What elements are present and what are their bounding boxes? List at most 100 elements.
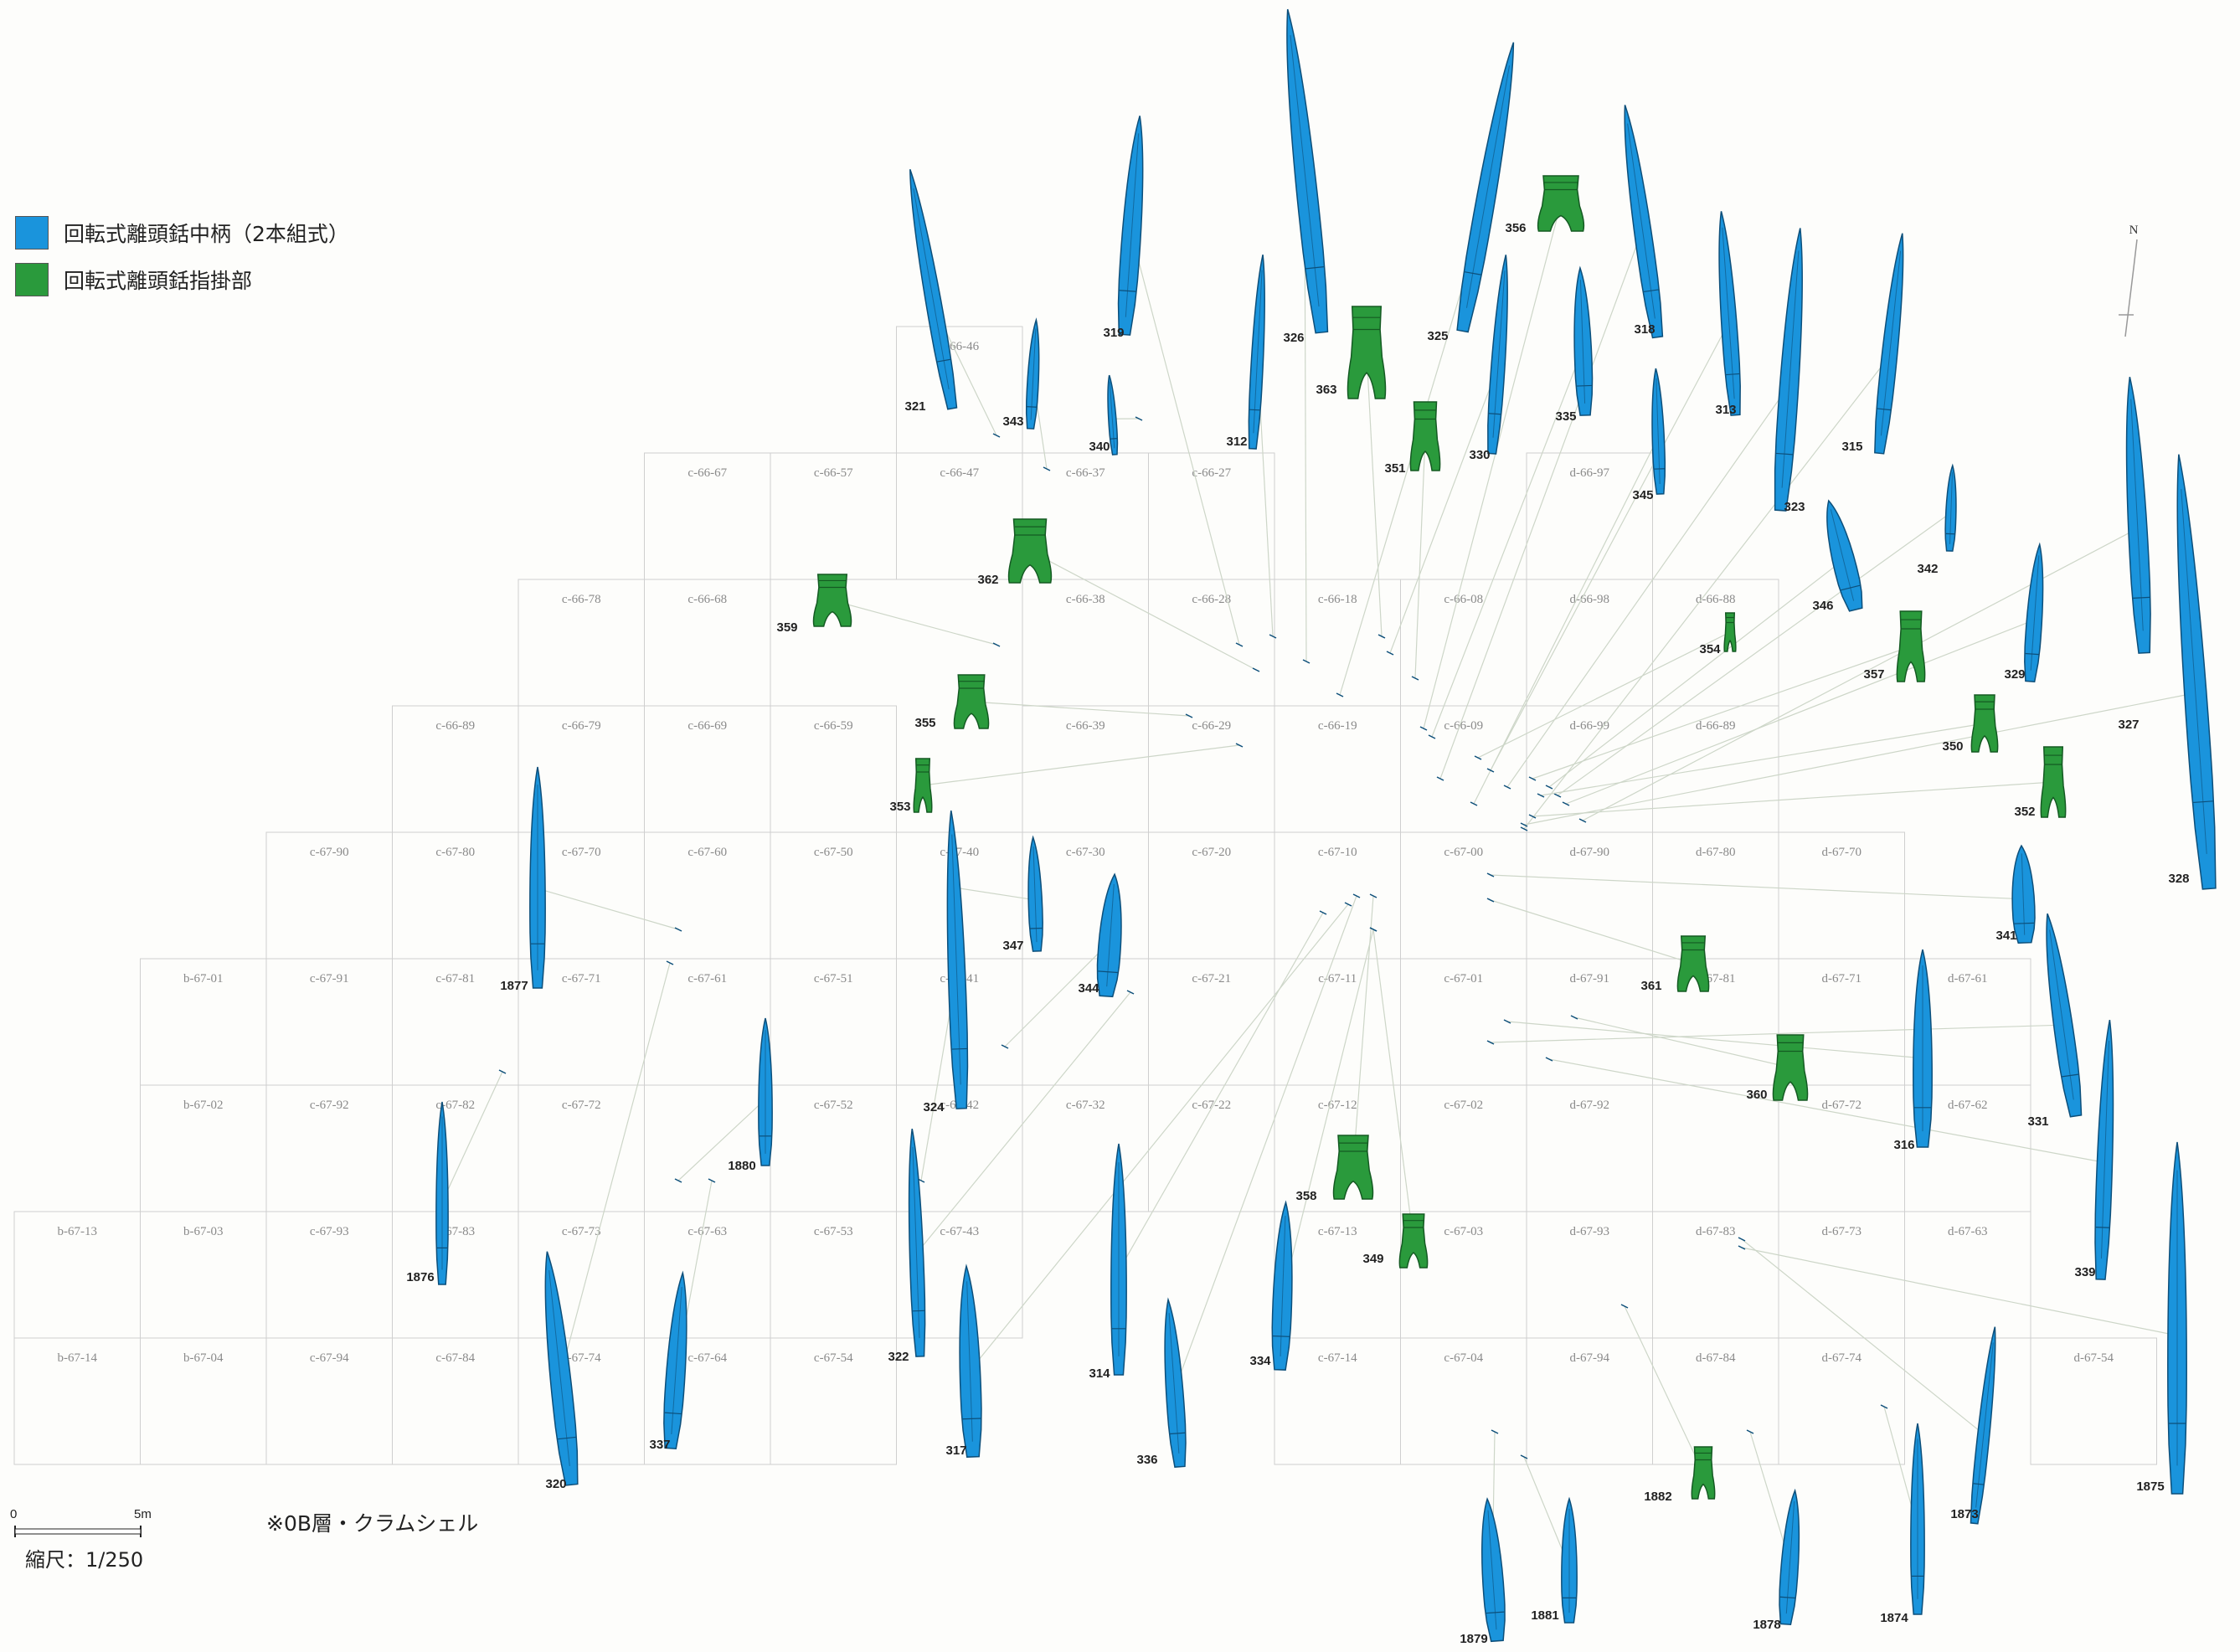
grid-cell-label: d-67-90 bbox=[1570, 846, 1610, 859]
artifact-number-label: 320 bbox=[545, 1477, 566, 1491]
shaft-artifact-329: 329 bbox=[2004, 542, 2044, 682]
leader-line bbox=[1473, 437, 1659, 805]
artifact-number-label: 337 bbox=[649, 1438, 670, 1452]
scale-bar-graphic bbox=[14, 1526, 142, 1537]
find-spot-mark bbox=[1436, 776, 1444, 781]
grid-cell-label: c-67-60 bbox=[687, 846, 727, 859]
find-spot-mark bbox=[1377, 634, 1386, 639]
find-spot-mark bbox=[1486, 872, 1495, 877]
find-spot-mark bbox=[1319, 910, 1327, 915]
north-label: N bbox=[2129, 224, 2139, 237]
grid-cell-label: d-66-99 bbox=[1570, 719, 1610, 733]
find-spot-mark bbox=[1562, 801, 1570, 806]
grid-cell-label: b-67-01 bbox=[183, 972, 224, 986]
shaft-artifact-327: 327 bbox=[2118, 377, 2151, 732]
grid-cell bbox=[1778, 1337, 1905, 1465]
find-spot-mark bbox=[1503, 785, 1511, 790]
artifact-number-label: 1873 bbox=[1950, 1507, 1978, 1521]
artifact-number-label: 325 bbox=[1427, 329, 1448, 343]
grid-cell-label: c-67-00 bbox=[1444, 846, 1483, 859]
find-spot-mark bbox=[992, 642, 1001, 647]
artifact-number-label: 339 bbox=[2074, 1265, 2095, 1279]
find-spot-mark bbox=[1738, 1237, 1746, 1242]
leader-line bbox=[1532, 646, 1912, 780]
find-spot-mark bbox=[1746, 1429, 1754, 1434]
leader-line bbox=[1173, 895, 1357, 1392]
leader-lines bbox=[441, 187, 2195, 1577]
artifact-number-label: 319 bbox=[1103, 326, 1124, 340]
shaft-artifact-334: 334 bbox=[1249, 1200, 1293, 1371]
artifact-number-label: 343 bbox=[1002, 414, 1023, 429]
grid-cell-label: b-67-14 bbox=[58, 1351, 98, 1365]
artifact-number-label: 358 bbox=[1295, 1189, 1316, 1203]
legend-label-shaft: 回転式離頭銛中柄（2本組式） bbox=[64, 222, 349, 246]
grid-cell-label: d-67-84 bbox=[1696, 1351, 1736, 1365]
artifact-number-label: 351 bbox=[1384, 461, 1405, 476]
artifact-number-label: 1881 bbox=[1531, 1608, 1558, 1623]
grid-cell-label: c-66-39 bbox=[1066, 719, 1105, 733]
find-spot-mark bbox=[1369, 927, 1377, 932]
grid-cell-label: d-67-62 bbox=[1948, 1099, 1988, 1112]
grid-cell-label: c-67-02 bbox=[1444, 1099, 1483, 1112]
finger-rest-artifact-360: 360 bbox=[1746, 1034, 1809, 1102]
legend-swatch-finger bbox=[15, 263, 49, 296]
grid-cell-label: c-67-32 bbox=[1066, 1099, 1105, 1112]
artifact-number-label: 331 bbox=[2027, 1114, 2048, 1129]
artifact-number-label: 329 bbox=[2004, 667, 2025, 682]
leader-line bbox=[1282, 929, 1374, 1295]
find-spot-mark bbox=[674, 1178, 682, 1183]
artifact-number-label: 346 bbox=[1812, 599, 1833, 613]
find-spot-mark bbox=[992, 433, 1001, 438]
grid-cell-label: d-67-91 bbox=[1570, 972, 1610, 986]
find-spot-mark bbox=[1545, 1057, 1553, 1062]
excavation-grid: c-66-46c-66-67 c-66-57 c-66-47 c-66-37 c-66-… bbox=[13, 326, 2157, 1465]
find-spot-mark bbox=[1135, 416, 1143, 421]
find-spot-mark bbox=[1528, 814, 1537, 819]
grid-cell-label: c-67-21 bbox=[1192, 972, 1231, 986]
artifact-number-label: 342 bbox=[1917, 562, 1938, 576]
artifact-number-label: 323 bbox=[1784, 500, 1805, 514]
shaft-artifact-319: 319 bbox=[1103, 116, 1144, 340]
grid-cell bbox=[770, 1337, 897, 1465]
artifact-number-label: 314 bbox=[1089, 1366, 1110, 1381]
find-spot-mark bbox=[666, 960, 674, 965]
shaft-artifact-1873: 1873 bbox=[1950, 1326, 1996, 1525]
leader-line bbox=[1548, 1058, 2106, 1164]
grid-cell-label: c-67-14 bbox=[1318, 1351, 1357, 1365]
finger-rest-artifact-357: 357 bbox=[1863, 610, 1926, 682]
grid-cell-label: d-66-98 bbox=[1570, 593, 1610, 606]
shaft-artifact-1875: 1875 bbox=[2136, 1141, 2187, 1495]
leader-line bbox=[1439, 232, 1642, 780]
leader-line bbox=[1582, 528, 2138, 821]
grid-cell-label: c-67-61 bbox=[687, 972, 727, 986]
shaft-artifact-326: 326 bbox=[1283, 8, 1329, 345]
grid-cell-label: d-67-61 bbox=[1948, 972, 1988, 986]
grid-cell-label: c-66-59 bbox=[814, 719, 853, 733]
shaft-artifact-343: 343 bbox=[1002, 317, 1040, 430]
artifact-number-label: 315 bbox=[1841, 440, 1862, 454]
shaft-artifact-346: 346 bbox=[1812, 499, 1863, 613]
grid-cell-label: c-66-79 bbox=[562, 719, 601, 733]
artifact-number-label: 330 bbox=[1469, 448, 1490, 462]
artifact-number-label: 360 bbox=[1746, 1088, 1767, 1102]
artifact-number-label: 347 bbox=[1002, 939, 1023, 953]
find-spot-mark bbox=[1235, 743, 1244, 748]
artifact-number-label: 341 bbox=[1995, 929, 2016, 943]
find-spot-mark bbox=[1269, 634, 1277, 639]
shaft-artifact-330: 330 bbox=[1469, 255, 1508, 462]
artifact-number-label: 1876 bbox=[406, 1270, 434, 1284]
grid-cell-label: c-67-43 bbox=[940, 1225, 979, 1238]
grid-cell-label: c-67-90 bbox=[310, 846, 349, 859]
grid-cell-label: c-67-04 bbox=[1444, 1351, 1483, 1365]
find-spot-mark bbox=[1570, 1015, 1578, 1020]
leader-line bbox=[922, 744, 1240, 786]
artifact-number-label: 359 bbox=[776, 620, 797, 635]
shaft-artifact-339: 339 bbox=[2074, 1019, 2114, 1280]
grid-cell-label: c-67-72 bbox=[562, 1099, 601, 1112]
grid-cell-label: c-67-51 bbox=[814, 972, 853, 986]
artifact-number-label: 312 bbox=[1226, 435, 1247, 449]
grid-cell-label: c-67-40 bbox=[940, 846, 979, 859]
grid-cell-label: c-66-28 bbox=[1192, 593, 1231, 606]
find-spot-mark bbox=[1553, 793, 1562, 798]
artifact-number-label: 313 bbox=[1715, 403, 1736, 417]
